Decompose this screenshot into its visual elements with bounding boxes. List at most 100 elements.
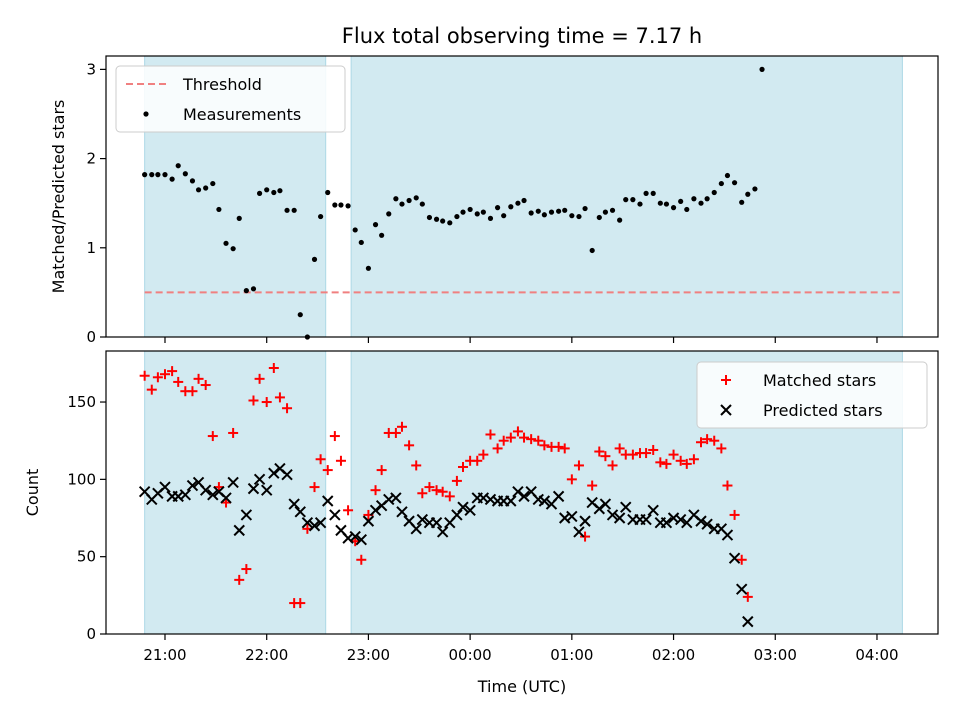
matched-stars-point <box>573 460 584 471</box>
matched-stars-point <box>668 449 679 460</box>
measurement-point <box>678 198 684 205</box>
matched-stars-point <box>322 465 333 476</box>
x-stroke-b <box>599 498 612 510</box>
x-tick-label: 21:00 <box>143 646 186 664</box>
measurement-point <box>724 172 731 179</box>
measurement-point <box>759 66 765 72</box>
measurement-point <box>541 212 547 218</box>
matched-stars-point <box>451 475 462 486</box>
measurement-point <box>556 208 562 214</box>
predicted-stars-point <box>416 513 429 526</box>
matched-stars-point <box>146 384 157 395</box>
measurement-point <box>718 180 724 187</box>
x-stroke-b <box>728 552 741 564</box>
y-tick-label: 2 <box>86 150 96 168</box>
x-stroke-b <box>518 490 530 503</box>
matched-stars-point <box>444 491 455 502</box>
measurement-point <box>582 205 588 212</box>
x-tick-label: 04:00 <box>855 646 898 664</box>
measurement-point <box>210 180 216 187</box>
predicted-stars-point <box>322 495 334 507</box>
x-stroke-b <box>233 524 245 537</box>
measurement-point <box>480 209 486 215</box>
x-stroke-b <box>369 504 382 516</box>
legend: Threshold Measurements <box>115 65 346 133</box>
predicted-stars-point <box>701 518 713 530</box>
measurement-point <box>643 190 649 196</box>
measurement-point <box>739 199 745 205</box>
predicted-stars-point <box>349 530 361 543</box>
predicted-stars-point <box>253 473 266 486</box>
x-stroke-b <box>288 498 300 510</box>
measurement-point <box>711 189 717 196</box>
measurement-point <box>487 215 494 221</box>
measurement-point <box>467 206 473 213</box>
predicted-stars-point <box>640 513 652 526</box>
measurement-point <box>617 217 623 223</box>
x-stroke-b <box>260 484 273 496</box>
measurement-point <box>379 232 385 238</box>
predicted-stars-point <box>593 503 606 515</box>
matched-stars-point <box>702 434 713 445</box>
measurement-point <box>297 312 303 318</box>
y-tick-label: 100 <box>67 470 96 488</box>
measurement-point <box>216 206 222 213</box>
x-stroke-b <box>138 486 151 498</box>
measurement-point <box>562 207 568 213</box>
x-stroke-b <box>512 486 524 498</box>
y-axis-label: Matched/Predicted stars <box>49 100 68 294</box>
matched-stars-point <box>193 373 204 384</box>
x-stroke-b <box>199 484 212 496</box>
predicted-stars-point <box>308 520 321 532</box>
matched-stars-point <box>681 458 692 469</box>
matched-stars-point <box>553 441 564 452</box>
measurement-point <box>399 201 405 207</box>
measurement-point <box>637 201 643 207</box>
measurement-point <box>684 206 690 213</box>
measurement-point <box>365 265 372 271</box>
observing-period-band <box>350 55 903 338</box>
measurement-point <box>663 201 670 207</box>
matched-stars-point <box>187 386 198 397</box>
matched-stars-point <box>614 443 625 454</box>
predicted-stars-point <box>281 469 293 481</box>
matched-stars-point <box>742 591 753 602</box>
measurement-point <box>704 196 710 202</box>
matched-stars-point <box>370 485 381 496</box>
measurement-point <box>271 189 277 196</box>
predicted-stars-point <box>294 506 306 518</box>
measurement-point <box>698 200 704 206</box>
x-tick-label: 00:00 <box>449 646 492 664</box>
predicted-stars-point <box>464 504 476 516</box>
x-stroke-b <box>715 523 728 535</box>
x-stroke-b <box>660 516 673 529</box>
measurement-point <box>325 189 331 196</box>
matched-stars-point <box>356 554 367 565</box>
measurement-point <box>332 202 338 208</box>
measurement-point <box>372 222 379 228</box>
x-stroke-b <box>342 532 354 544</box>
x-stroke-b <box>314 516 327 529</box>
matched-stars-point <box>709 435 720 446</box>
predicted-stars-point <box>329 509 341 521</box>
legend-box <box>115 65 346 133</box>
matched-stars-point <box>417 488 428 499</box>
predicted-stars-point <box>573 526 585 538</box>
matched-stars-point <box>404 440 415 451</box>
x-stroke-b <box>674 513 687 526</box>
matched-stars-point <box>519 432 530 443</box>
matched-stars-point <box>458 461 469 472</box>
measurement-point <box>386 211 392 217</box>
predicted-stars-point <box>579 515 591 527</box>
measurement-point <box>203 185 209 191</box>
x-stroke-b <box>268 467 280 479</box>
x-stroke-b <box>329 509 341 521</box>
y-tick-label: 150 <box>67 393 96 411</box>
x-stroke-b <box>525 486 537 498</box>
matched-stars-point <box>729 509 740 520</box>
measurement-point <box>521 197 527 204</box>
x-stroke-b <box>159 481 171 493</box>
measurement-point <box>508 204 514 210</box>
x-stroke-b <box>396 506 408 518</box>
predicted-stars-point <box>268 467 280 479</box>
